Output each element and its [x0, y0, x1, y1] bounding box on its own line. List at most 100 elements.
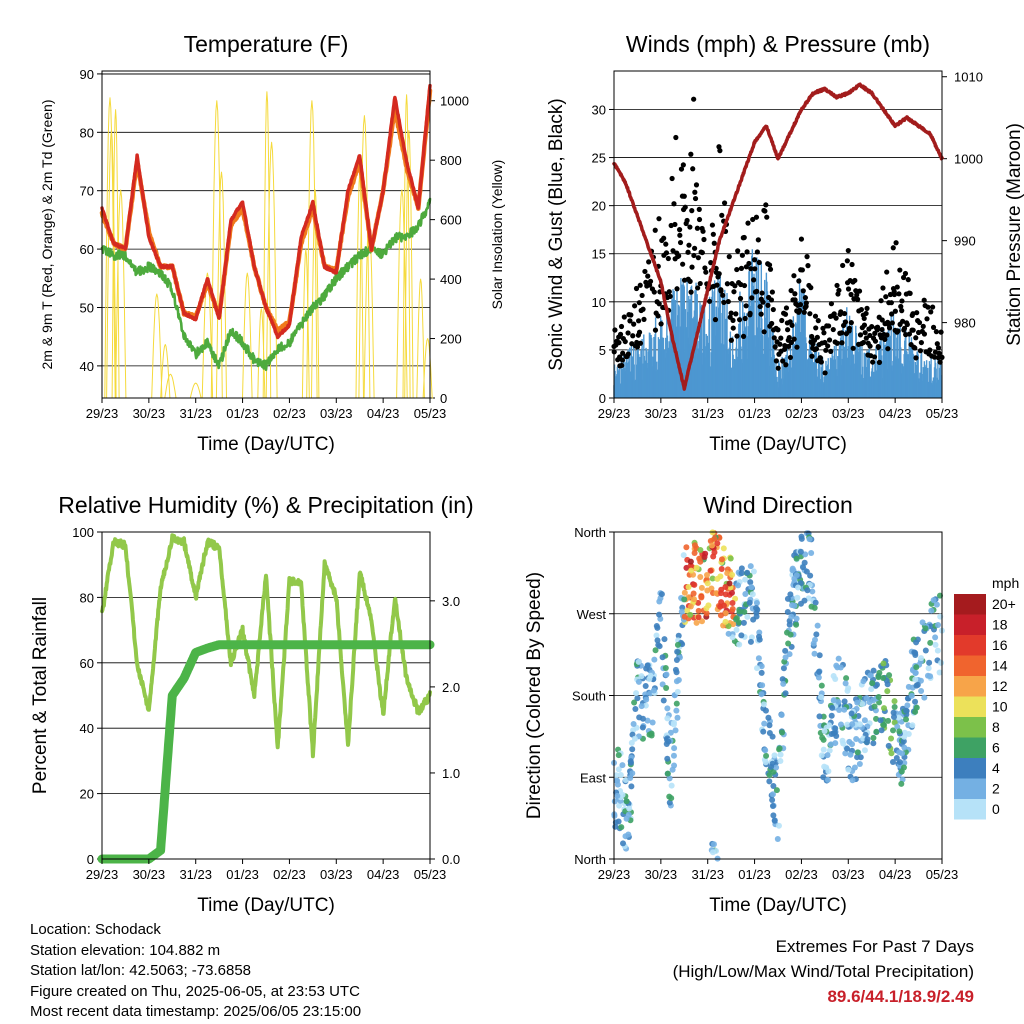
dir-point [818, 682, 825, 689]
dir-point [718, 590, 725, 597]
dir-point [905, 730, 912, 737]
temp-solar-line [396, 189, 408, 399]
wind-gust-point [920, 323, 926, 329]
dir-point [817, 694, 824, 701]
dir-point [888, 735, 895, 742]
dir-point [733, 616, 740, 623]
dir-point [622, 833, 629, 840]
dir-point [741, 608, 748, 615]
wind-gust-point [871, 354, 878, 360]
dir-point [658, 591, 665, 598]
wind-gust-point [930, 324, 937, 330]
dir-point [738, 632, 745, 639]
dir-point [748, 584, 755, 591]
dir-point [675, 632, 682, 639]
wind-gust-point [813, 346, 820, 352]
wind-gust-point [900, 274, 907, 281]
dir-point [890, 714, 897, 721]
dir-point [660, 697, 667, 704]
dir-point [913, 682, 920, 689]
wind-gust-point [905, 277, 911, 283]
dir-point [698, 584, 705, 591]
dir-point [839, 737, 846, 744]
dir-point [811, 604, 818, 611]
dir-point [775, 822, 782, 829]
temp-y2tick-label: 200 [440, 332, 462, 347]
colorbar-swatch [954, 655, 986, 676]
dir-point [904, 702, 911, 709]
wind-gust-point [786, 335, 792, 341]
temp-y2tick-label: 400 [440, 272, 462, 287]
rh-title: Relative Humidity (%) & Precipitation (i… [58, 492, 473, 518]
dir-point [653, 623, 660, 630]
dir-point [673, 700, 680, 707]
wind-gust-point [765, 302, 771, 308]
wind-gust-point [781, 346, 788, 352]
dir-point [644, 662, 651, 669]
dir-point [735, 582, 742, 589]
dir-point [754, 665, 761, 672]
dir-point [881, 705, 888, 712]
dir-point [668, 782, 675, 789]
dir-point [811, 636, 818, 643]
wind-gust-point [789, 322, 795, 328]
wind-gust-point [876, 359, 883, 365]
dir-point [733, 626, 740, 633]
dir-point [709, 542, 716, 549]
dir-point [763, 752, 770, 759]
wind-gust-point [669, 175, 675, 182]
rh-y2tick-label: 3.0 [442, 594, 460, 609]
dir-point [829, 704, 836, 711]
wind-gust-point [884, 332, 890, 338]
dir-point [844, 745, 851, 752]
wind-gust-point [724, 281, 730, 287]
wind-gust-point [798, 236, 805, 242]
dir-point [738, 565, 745, 572]
colorbar-swatch [954, 799, 986, 820]
dir-point [823, 764, 830, 771]
wind-gust-point [875, 344, 882, 350]
wind-gust-point [661, 235, 667, 241]
temp-solar-line [311, 189, 320, 399]
wind-xtick-label: 05/23 [926, 406, 959, 421]
temp-y2tick-label: 1000 [440, 94, 469, 109]
dir-point [780, 665, 787, 672]
dir-point [674, 688, 681, 695]
dir-point [777, 757, 784, 764]
dir-point [632, 705, 639, 712]
wind-xtick-label: 04/23 [879, 406, 912, 421]
dir-ytick-label: East [580, 770, 606, 785]
dir-point [616, 802, 623, 809]
dir-point [766, 778, 773, 785]
wind-gust-point [867, 332, 873, 339]
wind-gust-point [918, 339, 924, 346]
wind-gust-point [845, 247, 851, 254]
wind-gust-point [676, 253, 682, 259]
dir-point [820, 736, 827, 743]
wind-gust-point [839, 340, 845, 346]
dir-point [794, 594, 801, 601]
dir-point [693, 564, 700, 571]
dir-point [748, 634, 755, 641]
dir-point [769, 803, 776, 810]
wind-gust-point [694, 225, 701, 231]
dir-point [869, 680, 876, 687]
wind-gust-point [792, 297, 798, 303]
wind-gust-point [870, 359, 876, 365]
dir-point [714, 575, 721, 582]
wind-gust-point [696, 206, 702, 212]
dir-point [851, 764, 858, 771]
wind-gust-point [778, 335, 784, 341]
wind-y2tick-label: 980 [954, 316, 976, 331]
wind-gust-point [753, 214, 760, 220]
dir-point [844, 687, 851, 694]
wind-gust-point [761, 329, 767, 335]
dir-point [873, 681, 880, 688]
wind-gust-point [663, 241, 669, 247]
wind-gust-point [695, 285, 701, 291]
dir-point [912, 708, 919, 715]
rh-ylabel: Percent & Total Rainfall [30, 597, 51, 794]
wind-gust-point [625, 351, 631, 357]
wind-gust-point [663, 250, 670, 256]
